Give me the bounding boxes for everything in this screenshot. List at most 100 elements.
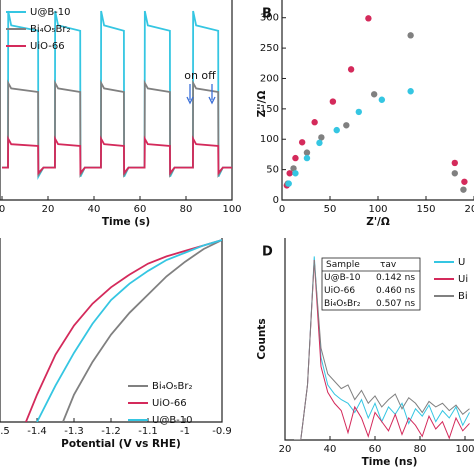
point: [311, 119, 318, 126]
plot-area: [2, 10, 232, 181]
legend-label: UiO-66: [152, 398, 187, 409]
table-header: τav: [380, 260, 397, 270]
y-axis-title: Counts: [256, 318, 268, 359]
x-tick-label: 50: [324, 204, 337, 215]
y-tick-label: 0: [273, 195, 279, 206]
x-tick-label: -1: [180, 426, 190, 437]
legend-label: Bi₄O₅Br₂: [30, 24, 71, 35]
y-tick-label: 200: [260, 73, 279, 84]
x-tick-label: 60: [369, 444, 382, 455]
x-axis-title: Time (ns): [362, 456, 418, 468]
x-tick-label: 100: [368, 204, 387, 215]
table-cell: 0.507 ns: [376, 299, 415, 309]
x-tick-label: -1.2: [101, 426, 121, 437]
point: [298, 139, 306, 146]
series-line: [36, 239, 222, 422]
point: [290, 165, 297, 172]
point: [355, 108, 362, 116]
panel-letter: D: [262, 245, 273, 260]
table-header: Sample: [326, 260, 360, 270]
y-tick-label: 50: [266, 165, 279, 176]
axis-frame: [281, 0, 474, 201]
point: [407, 32, 414, 39]
legend-label: UiO-66: [30, 41, 65, 52]
point: [451, 170, 458, 177]
x-tick-label: 80: [180, 204, 193, 215]
x-tick-label: 40: [88, 204, 101, 215]
series-line: [294, 259, 470, 440]
x-tick-label: -1.1: [138, 426, 158, 437]
x-tick-label: 0: [0, 204, 5, 215]
point: [461, 178, 468, 185]
series-line: [2, 135, 232, 176]
y-tick-label: 250: [260, 43, 279, 54]
x-tick-label: 100: [222, 204, 241, 215]
legend-label: Bi: [458, 291, 468, 302]
point: [329, 98, 337, 105]
x-tick-label: -1.5: [0, 426, 10, 437]
x-tick-label: 200: [464, 204, 474, 215]
panel-letter: B: [262, 7, 272, 22]
series-line: [2, 79, 232, 179]
point: [292, 170, 299, 177]
point: [333, 126, 340, 134]
point: [318, 134, 325, 141]
x-tick-label: 80: [414, 444, 427, 455]
table-border: [321, 257, 421, 311]
point: [365, 15, 372, 22]
point: [286, 170, 293, 177]
point: [370, 91, 378, 98]
series-line: [25, 239, 222, 422]
series-line: [62, 239, 222, 422]
point: [451, 159, 458, 167]
x-axis-title: Time (s): [102, 216, 150, 228]
table-cell: UiO-66: [324, 286, 355, 296]
plot-area: [294, 256, 470, 440]
table-cell: 0.142 ns: [376, 273, 415, 283]
axis-frame: [0, 0, 233, 201]
plot-area: [283, 15, 468, 193]
x-tick-label: -0.9: [212, 426, 232, 437]
axis-frame: [0, 238, 223, 423]
y-tick-label: 300: [260, 13, 279, 24]
y-tick-label: 100: [260, 134, 279, 145]
point: [316, 139, 323, 147]
y-tick-label: 150: [260, 104, 279, 115]
point: [407, 88, 414, 95]
x-tick-label: 150: [416, 204, 435, 215]
annotation: on off: [184, 69, 216, 82]
legend-label: U@B-10: [30, 7, 71, 18]
arrow-head: [186, 96, 194, 105]
table-cell: Bi₄O₅Br₂: [324, 299, 361, 309]
table-cell: U@B-10: [324, 273, 361, 283]
table-cell: 0.460 ns: [376, 286, 415, 296]
x-tick-label: 40: [324, 444, 337, 455]
point: [343, 122, 350, 129]
point: [303, 149, 311, 156]
x-tick-label: -1.3: [64, 426, 84, 437]
x-axis-title: Potential (V vs RHE): [61, 438, 181, 450]
point: [347, 66, 355, 73]
legend-label: U@B-10: [152, 415, 193, 426]
plot-area: [25, 239, 222, 422]
legend-label: U: [458, 257, 465, 268]
point: [285, 180, 292, 187]
x-tick-label: 20: [42, 204, 55, 215]
x-tick-label: 0: [279, 204, 285, 215]
point: [303, 154, 311, 162]
point: [460, 186, 467, 193]
x-tick-label: -1.4: [27, 426, 47, 437]
legend-label: Ui: [458, 274, 468, 285]
legend-label: Bi₄O₅Br₂: [152, 381, 193, 392]
point: [292, 154, 299, 162]
series-line: [2, 10, 232, 181]
x-axis-title: Z'/Ω: [366, 216, 390, 228]
x-tick-label: 100: [455, 444, 474, 455]
x-tick-label: 60: [134, 204, 147, 215]
x-tick-label: 20: [279, 444, 292, 455]
y-axis-title: Z''/Ω: [256, 91, 268, 118]
series-line: [294, 260, 470, 440]
arrow-head: [208, 96, 216, 105]
point: [378, 96, 386, 103]
